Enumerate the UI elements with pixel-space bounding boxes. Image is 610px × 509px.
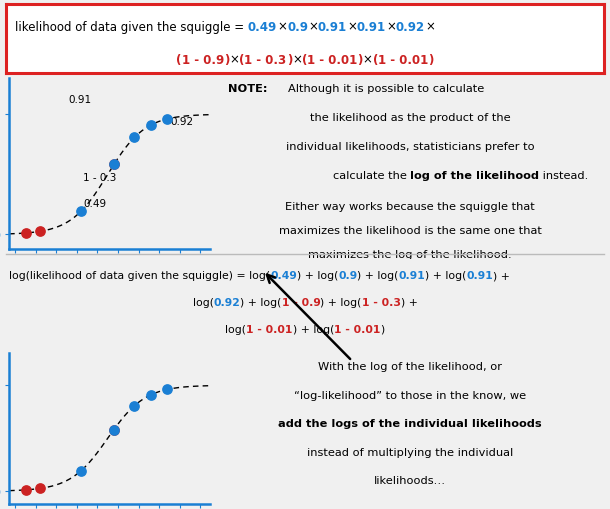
Text: 0.92: 0.92	[396, 20, 425, 34]
Point	[146, 122, 156, 130]
Point	[146, 391, 156, 399]
Point	[21, 486, 30, 494]
Point	[109, 161, 119, 169]
Point	[109, 426, 119, 434]
Text: 0.91: 0.91	[357, 20, 386, 34]
Text: ): )	[380, 324, 384, 334]
Text: (: (	[239, 53, 245, 67]
Text: 0.91: 0.91	[467, 271, 493, 280]
Text: ): )	[357, 53, 363, 67]
Text: 0.92: 0.92	[170, 117, 193, 126]
Text: 1 - 0.9: 1 - 0.9	[281, 297, 320, 307]
Text: 0.49: 0.49	[248, 20, 277, 34]
Text: ×: ×	[363, 53, 373, 67]
Text: NOTE:: NOTE:	[228, 84, 268, 94]
Text: ) + log(: ) + log(	[293, 324, 334, 334]
Text: ×: ×	[292, 53, 302, 67]
Text: calculate the: calculate the	[332, 171, 410, 181]
Text: ×: ×	[425, 20, 435, 34]
Text: “log-likelihood” to those in the know, we: “log-likelihood” to those in the know, w…	[294, 390, 526, 400]
Text: log(: log(	[226, 324, 246, 334]
Text: ): )	[287, 53, 292, 67]
Text: ×: ×	[229, 53, 239, 67]
Text: 0.92: 0.92	[214, 297, 240, 307]
Text: 0.91: 0.91	[318, 20, 347, 34]
Point	[35, 228, 45, 236]
Text: 1 - 0.01: 1 - 0.01	[334, 324, 380, 334]
Point	[129, 402, 139, 410]
Point	[76, 208, 86, 216]
Text: 0.49: 0.49	[270, 271, 297, 280]
Text: ): )	[224, 53, 229, 67]
Text: log(likelihood of data given the squiggle) = log(: log(likelihood of data given the squiggl…	[9, 271, 270, 280]
Text: 0.91: 0.91	[399, 271, 425, 280]
Text: maximizes the log of the likelihood.: maximizes the log of the likelihood.	[309, 249, 512, 260]
Text: log of the likelihood: log of the likelihood	[410, 171, 539, 181]
Text: ) + log(: ) + log(	[297, 271, 338, 280]
Point	[76, 467, 86, 475]
Text: (: (	[373, 53, 378, 67]
Text: add the logs of the individual likelihoods: add the logs of the individual likelihoo…	[278, 418, 542, 428]
Text: 1 - 0.3: 1 - 0.3	[245, 53, 287, 67]
Text: ) +: ) +	[493, 271, 511, 280]
Text: ×: ×	[386, 20, 396, 34]
Text: individual likelihoods, statisticians prefer to: individual likelihoods, statisticians pr…	[286, 142, 534, 152]
Point	[35, 485, 45, 493]
Point	[162, 116, 172, 124]
Text: Although it is possible to calculate: Although it is possible to calculate	[288, 84, 484, 94]
Text: 1 - 0.01: 1 - 0.01	[246, 324, 293, 334]
Point	[109, 161, 119, 169]
Text: Either way works because the squiggle that: Either way works because the squiggle th…	[285, 202, 535, 212]
Text: (: (	[302, 53, 307, 67]
Text: maximizes the likelihood is the same one that: maximizes the likelihood is the same one…	[279, 225, 542, 236]
Text: ) +: ) +	[401, 297, 417, 307]
Text: (: (	[176, 53, 182, 67]
Text: 0.9: 0.9	[287, 20, 308, 34]
Text: ) + log(: ) + log(	[320, 297, 362, 307]
Text: ) + log(: ) + log(	[240, 297, 281, 307]
Point	[109, 426, 119, 434]
Text: ): )	[428, 53, 434, 67]
Text: ) + log(: ) + log(	[357, 271, 399, 280]
Text: ×: ×	[277, 20, 287, 34]
Text: ×: ×	[308, 20, 318, 34]
Text: With the log of the likelihood, or: With the log of the likelihood, or	[318, 361, 502, 371]
Text: likelihoods…: likelihoods…	[374, 475, 447, 486]
Text: the likelihood as the product of the: the likelihood as the product of the	[310, 113, 511, 123]
Text: instead of multiplying the individual: instead of multiplying the individual	[307, 447, 514, 457]
Text: 1 - 0.3: 1 - 0.3	[362, 297, 401, 307]
Text: log(: log(	[193, 297, 213, 307]
Text: 0.91: 0.91	[69, 95, 92, 105]
Text: likelihood of data given the squiggle =: likelihood of data given the squiggle =	[15, 20, 248, 34]
Text: 0.49: 0.49	[83, 199, 106, 209]
Text: ) + log(: ) + log(	[425, 271, 467, 280]
Text: 1 - 0.01: 1 - 0.01	[307, 53, 357, 67]
Text: 0.9: 0.9	[338, 271, 357, 280]
Text: 1 - 0.9: 1 - 0.9	[182, 53, 224, 67]
Point	[21, 230, 30, 238]
Text: ×: ×	[347, 20, 357, 34]
Text: instead.: instead.	[539, 171, 589, 181]
Point	[129, 134, 139, 142]
Text: 1 - 0.3: 1 - 0.3	[83, 173, 117, 183]
Point	[162, 386, 172, 394]
Text: 1 - 0.01: 1 - 0.01	[378, 53, 428, 67]
